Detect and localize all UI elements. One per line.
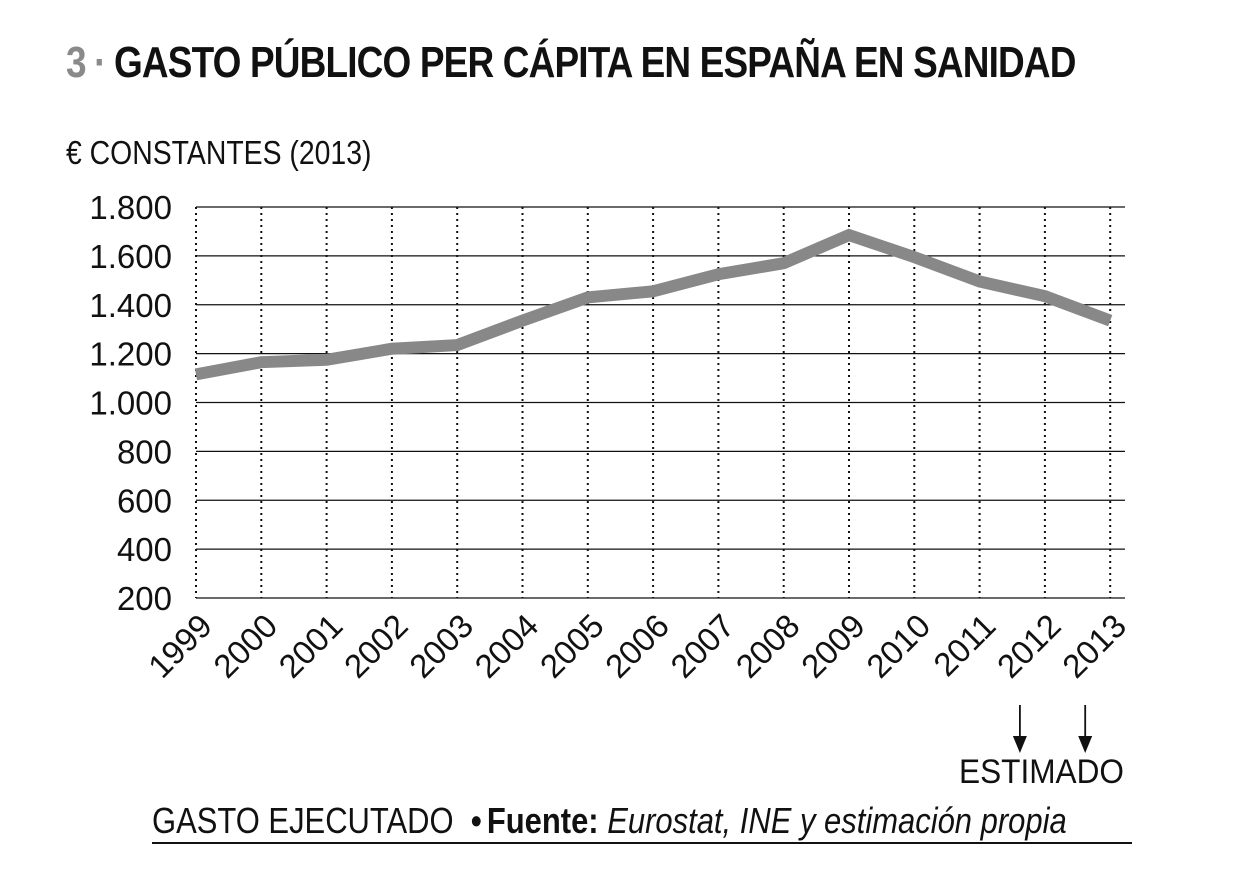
footer-bullet: • bbox=[470, 800, 482, 841]
estimated-label: ESTIMADO bbox=[959, 753, 1124, 791]
y-tick-label: 1.600 bbox=[89, 238, 172, 275]
x-tick-label: 2004 bbox=[467, 607, 545, 685]
figure-number: 3 bbox=[66, 38, 87, 87]
y-tick-label: 400 bbox=[117, 531, 172, 568]
source-text: Eurostat, INE y estimación propia bbox=[607, 800, 1067, 841]
y-tick-label: 1.200 bbox=[89, 336, 172, 373]
y-tick-label: 600 bbox=[117, 482, 172, 519]
x-tick-label: 2001 bbox=[271, 607, 349, 685]
x-tick-label: 2013 bbox=[1055, 607, 1133, 685]
x-tick-label: 2007 bbox=[663, 607, 741, 685]
x-tick-label: 1999 bbox=[141, 607, 219, 685]
x-tick-label: 2008 bbox=[729, 607, 807, 685]
data-series-line bbox=[194, 228, 1113, 381]
x-tick-label: 2003 bbox=[402, 607, 480, 685]
x-tick-label: 2011 bbox=[926, 607, 1002, 683]
y-tick-label: 1.400 bbox=[89, 287, 172, 324]
x-tick-label: 2012 bbox=[990, 607, 1068, 685]
y-axis-units-label: € CONSTANTES (2013) bbox=[66, 134, 372, 171]
estimate-arrow-head bbox=[1012, 736, 1027, 753]
footer-underline bbox=[152, 842, 1132, 844]
x-tick-label: 2006 bbox=[598, 607, 676, 685]
title-separator: · bbox=[94, 38, 106, 87]
source-label: Fuente: bbox=[486, 800, 599, 841]
x-tick-label: 2009 bbox=[794, 607, 872, 685]
y-tick-label: 1.000 bbox=[89, 385, 172, 422]
y-tick-label: 1.800 bbox=[89, 189, 172, 226]
title-text: GASTO PÚBLICO PER CÁPITA EN ESPAÑA EN SA… bbox=[113, 38, 1076, 87]
chart-title: 3 · GASTO PÚBLICO PER CÁPITA EN ESPAÑA EN … bbox=[66, 38, 1076, 88]
line-chart: 200 400 600 800 1.000 1.200 1.400 1.600 1.800 199… bbox=[89, 189, 1133, 791]
y-tick-label: 800 bbox=[117, 433, 172, 470]
estimate-arrow-head bbox=[1078, 736, 1093, 753]
chart-footer: GASTO EJECUTADO • Fuente: Eurostat, INE y … bbox=[152, 800, 1067, 842]
x-tick-label: 2000 bbox=[206, 607, 284, 685]
x-tick-label: 2010 bbox=[859, 607, 937, 685]
x-tick-label: 2005 bbox=[533, 607, 611, 685]
x-tick-label: 2002 bbox=[337, 607, 415, 685]
y-tick-label: 200 bbox=[117, 580, 172, 617]
executed-label: GASTO EJECUTADO bbox=[152, 800, 454, 841]
